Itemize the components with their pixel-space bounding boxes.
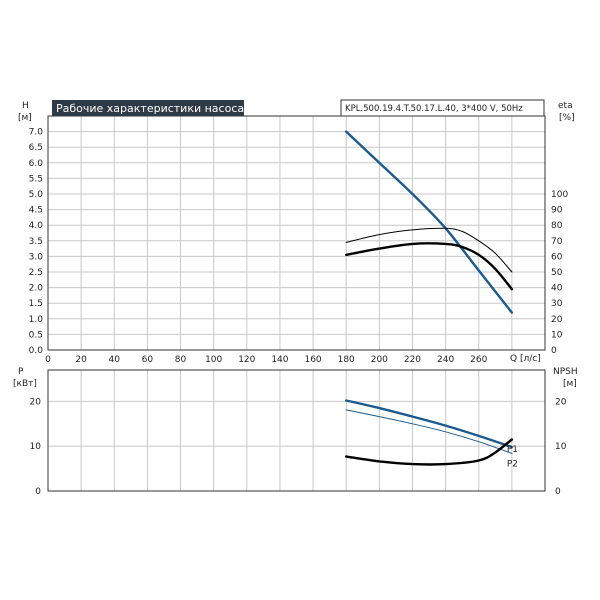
top-chart-tick-labels: 0 20 40 60 80 100 120 140 160 180 200 220 240 2600.00… xyxy=(29,128,569,365)
bottom-series-p2 xyxy=(345,409,513,454)
model-label: KPL.500.19.4.T.50.17.L.40, 3*400 V, 50Hz xyxy=(345,104,523,114)
y2-axis-unit-npsh: [м] xyxy=(563,379,577,389)
y-axis-unit-h: [м] xyxy=(18,113,32,123)
y-tick-label: 1.5 xyxy=(29,299,43,309)
top-chart-frame xyxy=(47,115,546,351)
y2-tick-label: 100 xyxy=(551,190,568,200)
p-tick-label: 20 xyxy=(30,397,42,407)
y-tick-label: 4.5 xyxy=(29,206,43,216)
bottom-chart-frame xyxy=(47,369,546,492)
bottom-chart-tick-labels: 0 10 20 0 10 20 xyxy=(30,397,567,497)
x-tick-label: 200 xyxy=(371,355,388,365)
series-label-p2: P2 xyxy=(507,459,518,469)
series-label-p1: P1 xyxy=(507,445,518,455)
x-tick-label: 160 xyxy=(304,355,321,365)
y-tick-label: 2.5 xyxy=(29,268,43,278)
y-tick-label: 5.5 xyxy=(29,174,43,184)
top-series-eta1 xyxy=(345,227,513,273)
top-series-h xyxy=(345,130,514,314)
x-axis-label-q: Q [л/с] xyxy=(510,354,541,364)
x-tick-label: 240 xyxy=(437,355,454,365)
y-tick-label: 0.0 xyxy=(29,346,44,356)
y2-tick-label: 30 xyxy=(551,299,563,309)
y2-tick-label: 80 xyxy=(551,221,563,231)
y-tick-label: 3.0 xyxy=(29,252,44,262)
y-tick-label: 4.0 xyxy=(29,221,44,231)
bottom-chart-gridlines xyxy=(48,370,545,491)
x-tick-label: 40 xyxy=(109,355,121,365)
model-box xyxy=(340,99,545,117)
y2-tick-label: 10 xyxy=(551,330,563,340)
y-tick-label: 2.0 xyxy=(29,284,44,294)
y2-axis-label-eta: eta xyxy=(558,101,573,111)
top-series-eta2 xyxy=(345,242,514,291)
y2-tick-label: 70 xyxy=(551,237,563,247)
x-tick-label: 20 xyxy=(75,355,87,365)
y2-tick-label: 60 xyxy=(551,252,563,262)
y-axis-label-p: P xyxy=(18,367,24,377)
x-tick-label: 100 xyxy=(205,355,222,365)
chart-title: Рабочие характеристики насоса xyxy=(56,102,244,115)
y2-tick-label: 90 xyxy=(551,206,563,216)
y2-axis-unit-eta: [%] xyxy=(559,113,575,123)
y-tick-label: 3.5 xyxy=(29,237,43,247)
y-tick-label: 1.0 xyxy=(29,315,44,325)
y-axis-unit-p: [кВт] xyxy=(13,379,37,389)
x-tick-label: 140 xyxy=(271,355,288,365)
y-tick-label: 7.0 xyxy=(29,128,44,138)
y2-tick-label: 50 xyxy=(551,268,563,278)
y-tick-label: 5.0 xyxy=(29,190,44,200)
y2-axis-label-npsh: NPSH xyxy=(553,367,578,377)
npsh-tick-label: 20 xyxy=(555,397,567,407)
y2-tick-label: 0 xyxy=(551,346,557,356)
npsh-tick-label: 10 xyxy=(555,442,567,452)
x-tick-label: 120 xyxy=(238,355,255,365)
x-tick-label: 220 xyxy=(404,355,421,365)
top-chart-gridlines xyxy=(48,116,545,350)
y2-tick-label: 20 xyxy=(551,315,563,325)
y-tick-label: 6.0 xyxy=(29,159,44,169)
x-tick-label: 0 xyxy=(45,355,51,365)
p-tick-label: 0 xyxy=(35,487,41,497)
title-box xyxy=(52,100,244,116)
x-tick-label: 180 xyxy=(338,355,355,365)
npsh-tick-label: 0 xyxy=(555,487,561,497)
bottom-series-npsh xyxy=(345,438,514,466)
y-tick-label: 0.5 xyxy=(29,330,43,340)
bottom-series-p1 xyxy=(345,399,514,449)
y-axis-label-h: H xyxy=(22,101,29,111)
p-tick-label: 10 xyxy=(30,442,42,452)
y-tick-label: 6.5 xyxy=(29,143,43,153)
x-tick-label: 60 xyxy=(142,355,154,365)
x-tick-label: 260 xyxy=(470,355,487,365)
x-tick-label: 80 xyxy=(175,355,187,365)
y2-tick-label: 40 xyxy=(551,284,563,294)
top-chart-series xyxy=(345,130,514,314)
